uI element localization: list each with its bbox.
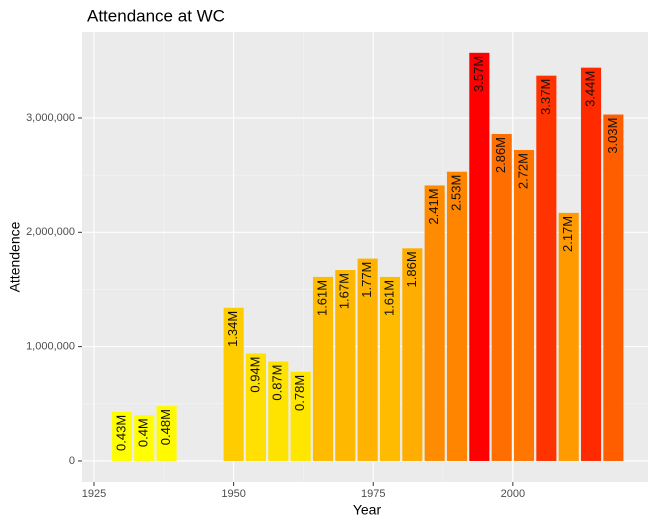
data-label: 3.57M: [471, 56, 486, 92]
y-axis-title: Attendence: [7, 221, 23, 292]
bar: [536, 75, 557, 461]
data-label: 0.87M: [270, 364, 285, 400]
bar: [580, 67, 602, 461]
chart-title: Attendance at WC: [87, 6, 225, 25]
y-tick-label: 2,000,000: [26, 226, 75, 238]
bar: [558, 212, 579, 461]
bar: [357, 258, 378, 461]
data-label: 1.77M: [359, 262, 374, 298]
data-label: 3.03M: [605, 118, 620, 154]
data-label: 1.61M: [381, 280, 396, 316]
bar: [379, 276, 401, 461]
bar: [245, 353, 267, 461]
data-label: 2.17M: [560, 216, 575, 252]
bar: [603, 114, 624, 461]
bar: [491, 133, 512, 461]
bar: [402, 248, 423, 461]
y-tick-label: 3,000,000: [26, 112, 75, 124]
bar: [290, 371, 311, 461]
x-tick-label: 1975: [361, 488, 385, 500]
bar: [156, 406, 177, 461]
x-axis-title: Year: [353, 502, 382, 518]
data-label: 1.86M: [404, 251, 419, 287]
data-label: 3.44M: [582, 71, 597, 107]
bar: [424, 185, 445, 461]
data-label: 2.86M: [493, 137, 508, 173]
data-label: 2.41M: [426, 188, 441, 224]
x-tick-label: 1950: [221, 488, 245, 500]
y-tick-label: 0: [69, 455, 75, 467]
data-label: 0.43M: [113, 415, 128, 451]
data-label: 3.37M: [538, 79, 553, 115]
data-label: 0.4M: [136, 418, 151, 447]
bar: [335, 270, 356, 461]
data-label: 1.61M: [314, 280, 329, 316]
bar: [446, 171, 468, 461]
data-label: 0.48M: [158, 409, 173, 445]
data-label: 0.94M: [247, 356, 262, 392]
bar: [268, 361, 289, 461]
x-tick-label: 2000: [501, 488, 525, 500]
bar: [223, 307, 244, 461]
data-label: 2.72M: [515, 153, 530, 189]
bar: [312, 276, 334, 461]
x-tick-label: 1925: [82, 488, 106, 500]
data-label: 2.53M: [448, 175, 463, 211]
bar: [469, 52, 490, 461]
data-label: 1.67M: [337, 273, 352, 309]
bar: [513, 149, 535, 461]
data-label: 0.78M: [292, 375, 307, 411]
bar: [134, 415, 155, 461]
bar: [111, 411, 132, 461]
y-tick-label: 1,000,000: [26, 341, 75, 353]
data-label: 1.34M: [225, 311, 240, 347]
